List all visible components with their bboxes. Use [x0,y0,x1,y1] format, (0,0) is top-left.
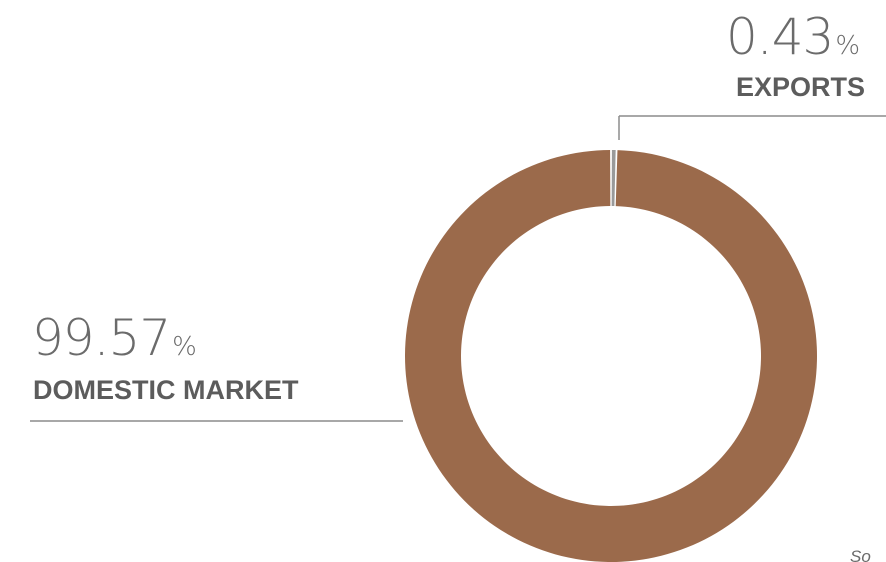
exports-value-unit: % [835,31,861,61]
domestic-value-label: 99.57% [32,313,197,363]
domestic-category-label: DOMESTIC MARKET [33,375,299,405]
domestic-value-unit: % [172,332,197,362]
slice-domestic-market [405,150,817,562]
domestic-value-number: 99.57 [32,309,171,367]
donut-ring [405,150,817,562]
exports-value-label: 0.43% [726,12,860,62]
exports-category-label: EXPORTS [736,72,866,102]
source-note: So [850,547,871,562]
slice-exports [611,150,616,207]
exports-value-number: 0.43 [726,8,834,66]
